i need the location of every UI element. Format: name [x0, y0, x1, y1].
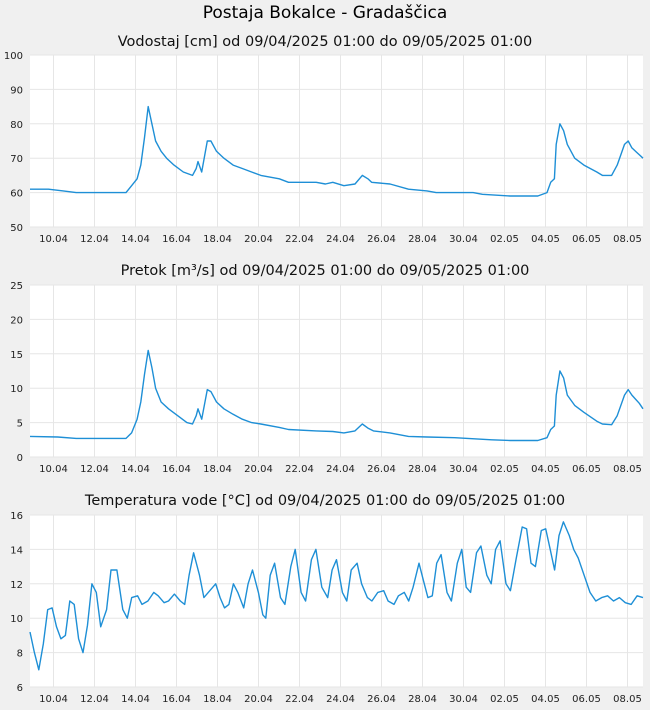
- y-tick-label: 100: [4, 51, 23, 62]
- x-tick-label: 24.04: [326, 234, 355, 245]
- x-tick-label: 22.04: [285, 234, 314, 245]
- y-tick-label: 80: [10, 120, 23, 131]
- x-tick-label: 08.05: [613, 694, 642, 705]
- y-tick-label: 15: [10, 350, 23, 361]
- x-tick-label: 24.04: [326, 694, 355, 705]
- y-tick-label: 16: [10, 511, 23, 522]
- x-tick-label: 10.04: [39, 464, 68, 475]
- x-tick-label: 18.04: [203, 694, 232, 705]
- x-tick-label: 20.04: [244, 464, 273, 475]
- x-tick-label: 26.04: [367, 464, 396, 475]
- x-tick-label: 18.04: [203, 234, 232, 245]
- x-tick-label: 28.04: [408, 234, 437, 245]
- x-tick-label: 18.04: [203, 464, 232, 475]
- y-tick-label: 25: [10, 281, 23, 292]
- x-tick-label: 22.04: [285, 464, 314, 475]
- x-tick-label: 16.04: [162, 694, 191, 705]
- x-tick-label: 06.05: [572, 234, 601, 245]
- x-tick-label: 02.05: [490, 234, 519, 245]
- x-tick-label: 14.04: [121, 464, 150, 475]
- x-tick-label: 08.05: [613, 234, 642, 245]
- x-tick-label: 28.04: [408, 694, 437, 705]
- x-tick-label: 02.05: [490, 464, 519, 475]
- x-tick-label: 14.04: [121, 234, 150, 245]
- series-line: [29, 521, 644, 671]
- series-line: [30, 105, 644, 197]
- x-tick-label: 04.05: [531, 694, 560, 705]
- plot-area: [30, 515, 643, 687]
- y-tick-label: 70: [10, 154, 23, 165]
- x-tick-label: 24.04: [326, 464, 355, 475]
- chart-title: Vodostaj [cm] od 09/04/2025 01:00 do 09/…: [118, 34, 532, 50]
- y-tick-label: 6: [17, 683, 23, 694]
- x-tick-label: 08.05: [613, 464, 642, 475]
- x-tick-label: 30.04: [449, 694, 478, 705]
- x-tick-label: 20.04: [244, 694, 273, 705]
- x-tick-label: 12.04: [80, 694, 109, 705]
- x-tick-label: 16.04: [162, 464, 191, 475]
- x-tick-label: 14.04: [121, 694, 150, 705]
- x-tick-label: 12.04: [80, 234, 109, 245]
- x-tick-label: 10.04: [39, 234, 68, 245]
- y-tick-label: 5: [17, 419, 23, 430]
- series-line: [29, 349, 644, 442]
- x-tick-label: 26.04: [367, 694, 396, 705]
- y-tick-label: 50: [10, 223, 23, 234]
- y-tick-label: 10: [10, 614, 23, 625]
- page-title: Postaja Bokalce - Gradaščica: [202, 3, 448, 23]
- x-tick-label: 12.04: [80, 464, 109, 475]
- y-tick-label: 8: [17, 649, 23, 660]
- x-tick-label: 28.04: [408, 464, 437, 475]
- x-tick-label: 06.05: [572, 464, 601, 475]
- x-tick-label: 26.04: [367, 234, 396, 245]
- x-tick-label: 04.05: [531, 234, 560, 245]
- plot-area: [30, 55, 643, 227]
- y-tick-label: 12: [10, 580, 23, 591]
- x-tick-label: 16.04: [162, 234, 191, 245]
- chart-title: Temperatura vode [°C] od 09/04/2025 01:0…: [84, 493, 565, 509]
- x-tick-label: 20.04: [244, 234, 273, 245]
- x-tick-label: 22.04: [285, 694, 314, 705]
- y-tick-label: 20: [10, 315, 23, 326]
- x-tick-label: 10.04: [39, 694, 68, 705]
- y-tick-label: 10: [10, 384, 23, 395]
- chart-title: Pretok [m³/s] od 09/04/2025 01:00 do 09/…: [121, 263, 530, 279]
- x-tick-label: 06.05: [572, 694, 601, 705]
- plot-area: [30, 285, 643, 457]
- y-tick-label: 60: [10, 189, 23, 200]
- x-tick-label: 30.04: [449, 464, 478, 475]
- y-tick-label: 14: [10, 545, 23, 556]
- x-tick-label: 30.04: [449, 234, 478, 245]
- x-tick-label: 04.05: [531, 464, 560, 475]
- x-tick-label: 02.05: [490, 694, 519, 705]
- y-tick-label: 90: [10, 85, 23, 96]
- y-tick-label: 0: [17, 453, 23, 464]
